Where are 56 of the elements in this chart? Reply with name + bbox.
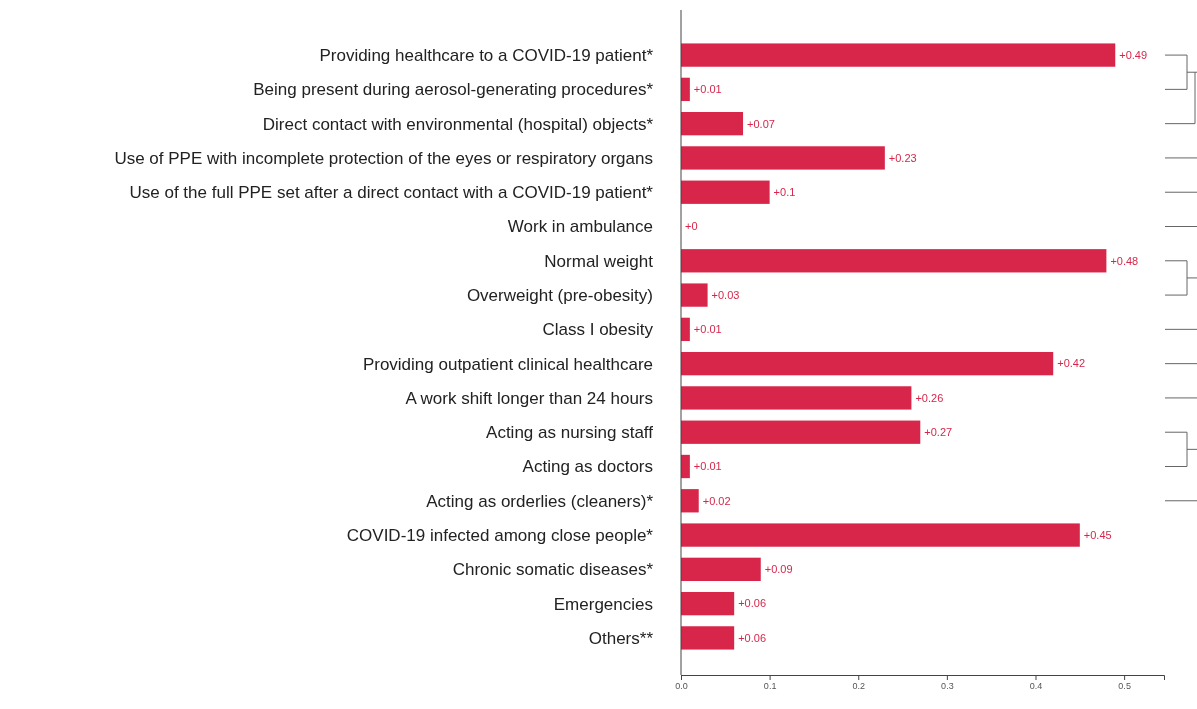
y-tick-label: Use of PPE with incomplete protection of the eyes or respiratory organs	[114, 148, 653, 168]
data-label: +0.09	[764, 563, 793, 576]
data-label: +0.03	[711, 288, 740, 301]
bar	[681, 43, 1116, 67]
bar	[681, 146, 885, 170]
bar	[681, 386, 912, 410]
y-tick-label: Acting as nursing staff	[486, 423, 654, 443]
y-tick-label: Providing outpatient clinical healthcare	[362, 354, 653, 374]
y-tick-label: Providing healthcare to a COVID-19 patient*	[319, 46, 654, 66]
data-label: +0.01	[693, 460, 722, 473]
x-tick-label: 0.1	[763, 681, 777, 692]
y-tick-label: Normal weight	[544, 251, 654, 271]
data-label: +0.48	[1110, 254, 1139, 267]
data-label: +0.49	[1119, 48, 1148, 61]
data-label: +0.06	[738, 597, 767, 610]
data-label: +0	[685, 220, 698, 233]
bar	[681, 557, 761, 581]
y-tick-label: Chronic somatic diseases*	[452, 560, 654, 580]
x-tick-label: 0.2	[852, 681, 866, 692]
x-tick-label: 0.4	[1029, 681, 1043, 692]
y-tick-label: Emergencies	[553, 594, 653, 614]
bar	[681, 180, 770, 204]
x-tick-label: 0.0	[675, 681, 688, 692]
y-tick-label: Class I obesity	[542, 320, 654, 340]
data-label: +0.01	[693, 83, 722, 96]
bar	[681, 420, 921, 444]
data-label: +0.06	[738, 631, 767, 644]
y-tick-label: Direct contact with environmental (hospital) objects*	[262, 114, 654, 134]
data-label: +0.27	[924, 426, 953, 439]
bar	[681, 523, 1080, 547]
x-tick-label: 0.3	[941, 681, 954, 692]
y-tick-label: A work shift longer than 24 hours	[405, 388, 653, 408]
data-label: +0.45	[1083, 528, 1112, 541]
data-label: +0.23	[888, 151, 917, 164]
data-label: +0.07	[747, 117, 775, 130]
bar	[681, 591, 735, 616]
bar	[681, 351, 1054, 376]
x-tick-label: 0.5	[1118, 681, 1131, 692]
bar	[681, 626, 735, 650]
y-tick-label: Use of the full PPE set after a direct contact with a COVID-19 patient*	[129, 183, 654, 203]
data-label: +0.01	[693, 323, 722, 336]
y-tick-label: Overweight (pre-obesity)	[466, 286, 653, 306]
y-tick-label: COVID-19 infected among close people*	[346, 526, 654, 546]
bar	[681, 283, 708, 307]
bar	[681, 249, 1107, 273]
data-label: +0.42	[1057, 357, 1086, 370]
data-label: +0.26	[915, 391, 944, 404]
y-tick-label: Work in ambulance	[507, 217, 653, 237]
bar	[681, 112, 744, 136]
data-label: +0.1	[773, 186, 796, 199]
y-tick-label: Others**	[588, 628, 654, 648]
y-tick-label: Being present during aerosol-generating procedures*	[253, 80, 654, 100]
bar	[681, 489, 699, 513]
y-tick-label: Acting as orderlies (cleaners)*	[426, 491, 654, 511]
y-tick-label: Acting as doctors	[522, 457, 653, 477]
data-label: +0.02	[702, 494, 731, 507]
